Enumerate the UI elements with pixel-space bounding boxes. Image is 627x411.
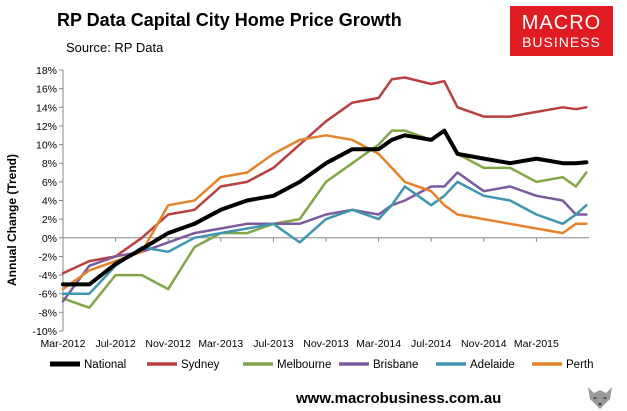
y-tick-label: 4% (42, 196, 57, 208)
x-tick-label: Nov-2014 (461, 338, 507, 350)
x-tick-label: Nov-2013 (303, 338, 349, 350)
series-line-sydney (61, 76, 588, 275)
chart-series (61, 76, 589, 309)
logo-line-1: MACRO (521, 12, 602, 34)
y-tick-label: -6% (38, 289, 57, 301)
chart-title: RP Data Capital City Home Price Growth (57, 10, 402, 30)
series-line-brisbane (61, 171, 588, 303)
legend-label: Perth (566, 359, 594, 371)
y-tick-label: -2% (38, 251, 57, 263)
chart-source: Source: RP Data (66, 40, 164, 55)
series-line-perth (61, 134, 588, 291)
y-tick-label: 6% (42, 177, 57, 189)
legend-item-adelaide: Adelaide (436, 359, 515, 371)
y-tick-label: 12% (36, 121, 57, 133)
legend-item-brisbane: Brisbane (339, 359, 418, 371)
x-tick-label: Mar-2015 (514, 338, 559, 350)
legend-label: Brisbane (373, 359, 418, 371)
series-line-national (61, 128, 589, 287)
y-tick-label: 0% (42, 233, 57, 245)
footer-url[interactable]: www.macrobusiness.com.au (296, 390, 502, 407)
wolf-logo-icon (588, 387, 612, 409)
x-tick-label: Jul-2012 (95, 338, 135, 350)
y-tick-label: 16% (36, 84, 57, 96)
x-tick-label: Jul-2013 (253, 338, 293, 350)
y-tick-label: 2% (42, 214, 57, 226)
x-tick-label: Nov-2012 (145, 338, 191, 350)
legend-label: Sydney (181, 359, 220, 371)
y-tick-label: 8% (42, 158, 57, 170)
legend-label: National (84, 359, 126, 371)
chart-ticks: -10% -8% -6% -4% -2% 0% 2% 4% 6% 8% 10% 12% 14% 16% 18… (32, 65, 559, 350)
legend-item-sydney: Sydney (147, 359, 220, 371)
y-tick-label: 14% (36, 102, 57, 114)
series-line-adelaide (61, 180, 588, 295)
y-axis-label: Annual Change (Trend) (5, 154, 19, 286)
x-tick-label: Mar-2013 (198, 338, 243, 350)
y-tick-label: 10% (36, 140, 57, 152)
legend-item-melbourne: Melbourne (243, 359, 331, 371)
y-tick-label: -10% (32, 326, 57, 338)
y-tick-label: -4% (38, 270, 57, 282)
chart-legend: National Sydney Melbourne Brisbane Adelaide P… (50, 359, 594, 371)
y-tick-label: 18% (36, 65, 57, 77)
series-line-melbourne (61, 129, 588, 309)
legend-item-perth: Perth (532, 359, 594, 371)
legend-label: Melbourne (277, 359, 331, 371)
x-tick-label: Jul-2014 (411, 338, 451, 350)
x-tick-label: Mar-2014 (356, 338, 401, 350)
logo-line-2: BUSINESS (522, 34, 601, 50)
legend-label: Adelaide (470, 359, 515, 371)
legend-item-national: National (50, 359, 126, 371)
macrobusiness-logo: MACRO BUSINESS (510, 6, 613, 56)
y-tick-label: -8% (38, 307, 57, 319)
x-tick-label: Mar-2012 (41, 338, 86, 350)
